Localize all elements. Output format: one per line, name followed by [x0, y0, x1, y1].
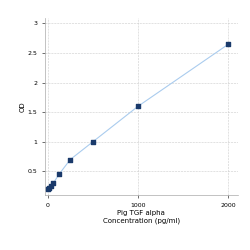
Point [57, 172, 61, 176]
Point [91, 140, 95, 144]
X-axis label: Pig TGF alpha
Concentration (pg/ml): Pig TGF alpha Concentration (pg/ml) [103, 210, 180, 224]
Point [68, 158, 72, 162]
Point [136, 104, 140, 108]
Point [51, 181, 55, 185]
Point [46, 187, 50, 191]
Point [47, 186, 51, 190]
Point [48, 184, 52, 188]
Point [226, 42, 230, 46]
Y-axis label: OD: OD [20, 101, 26, 112]
